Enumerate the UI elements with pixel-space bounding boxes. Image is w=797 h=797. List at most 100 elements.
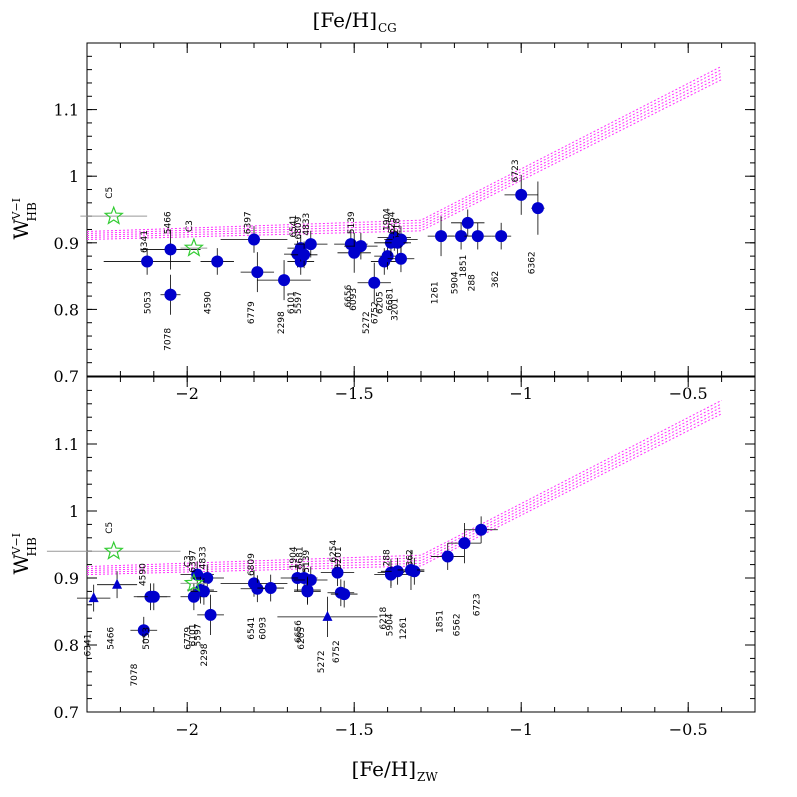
top-axis-title: [Fe/H] — [313, 8, 377, 32]
cluster-label: 1904 — [382, 208, 392, 231]
data-point — [368, 276, 381, 289]
model-curve — [86, 72, 722, 236]
y-tick-label: 0.9 — [54, 569, 79, 588]
model-curve — [86, 410, 722, 574]
cluster-label: 6752 — [332, 640, 342, 663]
cluster-label: 6101 — [189, 624, 199, 647]
data-point — [278, 274, 291, 287]
cluster-label: 4590 — [138, 563, 148, 586]
cluster-label: 1904 — [289, 546, 299, 569]
cluster-label: 6723 — [472, 593, 482, 616]
data-point — [458, 537, 471, 550]
data-point — [164, 288, 177, 301]
x-tick-label: −0.5 — [669, 384, 708, 403]
cluster-label: 6779 — [247, 301, 257, 324]
data-point — [147, 590, 160, 603]
y-tick-label: 0.7 — [54, 703, 79, 722]
cluster-label: 6254 — [329, 539, 339, 562]
cluster-label: 6656 — [294, 620, 304, 643]
x-tick-label: −1.5 — [335, 384, 374, 403]
x-tick-label: −1 — [509, 384, 533, 403]
top-axis-subscript: CG — [378, 21, 397, 35]
cluster-label: 3201 — [334, 546, 344, 569]
y-tick-label: 1.1 — [54, 101, 79, 120]
plot-frame — [86, 42, 756, 377]
triangle-point — [88, 592, 99, 603]
data-point — [441, 550, 454, 563]
data-point — [515, 188, 528, 201]
cluster-label: 5904 — [386, 613, 396, 636]
cluster-label: 5272 — [317, 650, 327, 673]
y-tick-label: 1 — [69, 502, 79, 521]
cluster-label: 6752 — [371, 301, 381, 324]
data-point — [495, 230, 508, 243]
cluster-label: 1851 — [436, 610, 446, 633]
bottom-axis-subscript: ZW — [417, 770, 438, 784]
data-point — [251, 266, 264, 279]
cluster-label: 6809 — [247, 553, 257, 576]
x-tick-label: −1.5 — [335, 720, 374, 739]
data-point — [461, 216, 474, 229]
data-point — [404, 563, 417, 576]
data-point — [251, 582, 264, 595]
model-curve — [86, 69, 722, 234]
cluster-label: 4833 — [302, 213, 312, 236]
data-point — [201, 572, 214, 584]
y-axis-label: W — [9, 554, 33, 575]
cluster-label: 7078 — [130, 663, 140, 686]
cluster-label: C3 — [185, 220, 195, 232]
cluster-label: 288 — [382, 549, 392, 566]
cluster-label: 288 — [467, 274, 477, 291]
data-point — [338, 588, 351, 601]
cluster-label: 6341 — [83, 634, 93, 657]
star-point — [103, 540, 124, 560]
y-tick-label: 0.8 — [54, 300, 79, 319]
cluster-label: 5053 — [142, 627, 152, 650]
cluster-label: 6723 — [511, 159, 521, 182]
model-curve — [86, 403, 722, 570]
x-tick-label: −1 — [509, 720, 533, 739]
cluster-label: 2298 — [200, 643, 210, 666]
cluster-label: 6397 — [244, 211, 254, 234]
star-point — [103, 205, 124, 225]
data-point — [298, 248, 311, 261]
model-curve — [86, 406, 722, 572]
x-tick-label: −2 — [175, 384, 199, 403]
cluster-label: 6809 — [294, 216, 304, 239]
cluster-label: 5466 — [164, 211, 174, 234]
triangle-point — [112, 578, 123, 589]
cluster-label: 5597 — [194, 624, 204, 647]
cluster-label: 6254 — [387, 211, 397, 234]
data-point — [391, 236, 404, 249]
x-tick-label: −0.5 — [669, 720, 708, 739]
cluster-label: 5139 — [302, 550, 312, 573]
cluster-label: 4833 — [199, 546, 209, 569]
cluster-label: 5053 — [144, 291, 154, 314]
data-point — [164, 243, 177, 256]
cluster-label: 6093 — [349, 288, 359, 311]
data-point — [211, 255, 224, 268]
data-point — [304, 238, 317, 251]
data-point — [301, 585, 314, 598]
cluster-label: C3 — [184, 555, 194, 567]
cluster-label: 2298 — [277, 311, 287, 334]
cluster-label: 6362 — [528, 251, 538, 274]
cluster-label: 1851 — [459, 255, 469, 278]
cluster-label: 362 — [491, 271, 501, 288]
cluster-label: 4590 — [204, 291, 214, 314]
data-point — [381, 250, 394, 263]
cluster-label: 6093 — [259, 617, 269, 640]
cluster-label: 6397 — [189, 550, 199, 573]
cluster-label: 6205 — [297, 627, 307, 650]
data-point — [354, 240, 367, 253]
data-point — [531, 202, 544, 215]
data-point — [331, 566, 344, 579]
star-point — [183, 237, 205, 257]
x-tick-label: −2 — [175, 720, 199, 739]
data-point — [248, 233, 260, 246]
cluster-label: 6656 — [344, 284, 354, 307]
data-point — [204, 608, 217, 621]
